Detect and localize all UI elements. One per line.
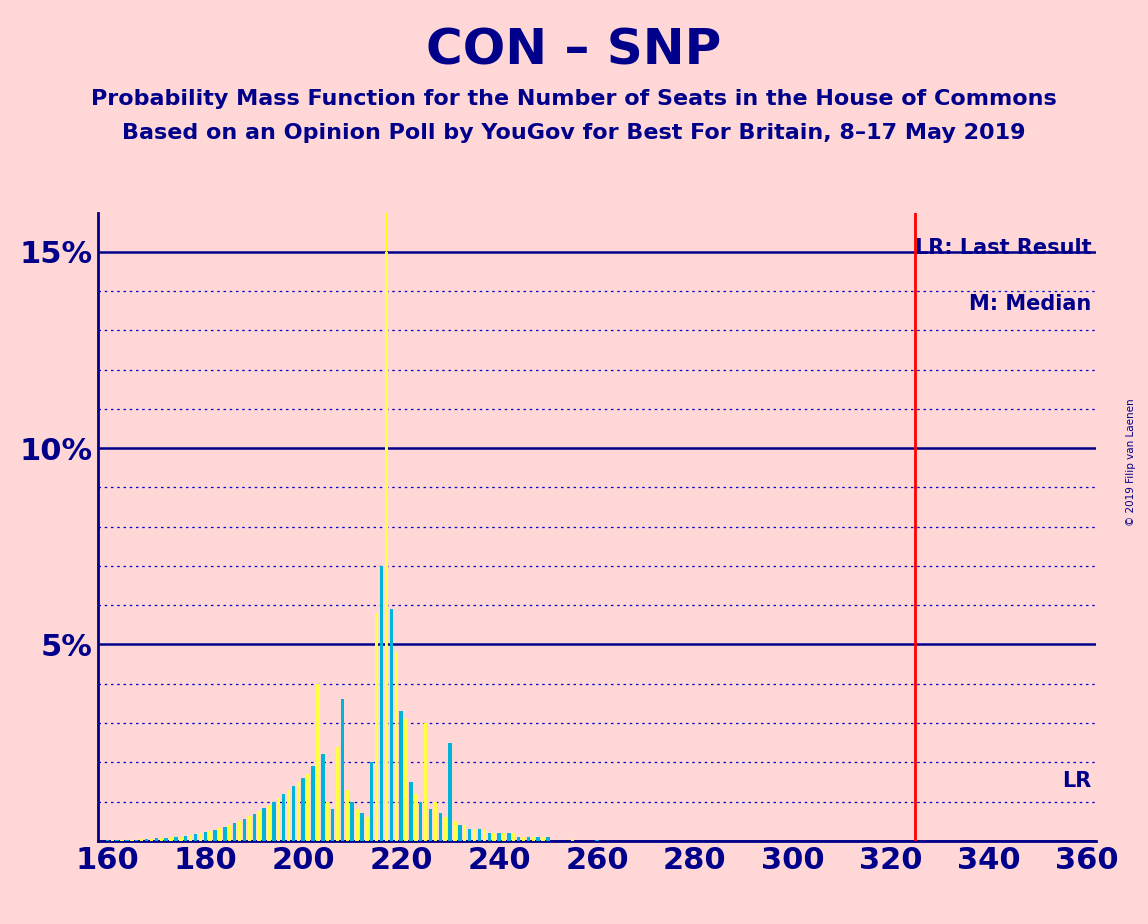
Bar — [135, 840, 139, 841]
Bar — [199, 833, 202, 841]
Text: Based on an Opinion Poll by YouGov for Best For Britain, 8–17 May 2019: Based on an Opinion Poll by YouGov for B… — [122, 123, 1026, 143]
Bar — [218, 828, 222, 841]
Bar — [164, 838, 168, 841]
Bar — [522, 837, 526, 841]
Bar — [209, 831, 212, 841]
Bar — [223, 827, 226, 841]
Bar — [242, 819, 246, 841]
Bar — [267, 805, 271, 841]
Bar — [311, 766, 315, 841]
Bar — [194, 834, 197, 841]
Bar — [482, 829, 486, 841]
Bar — [434, 801, 437, 841]
Bar — [331, 809, 334, 841]
Bar — [365, 817, 369, 841]
Bar — [149, 839, 153, 841]
Bar — [233, 823, 236, 841]
Bar — [125, 840, 129, 841]
Bar — [473, 829, 476, 841]
Bar — [184, 835, 187, 841]
Bar — [512, 833, 515, 841]
Bar — [546, 837, 550, 841]
Bar — [502, 833, 505, 841]
Bar — [155, 838, 158, 841]
Bar — [395, 652, 398, 841]
Bar — [272, 801, 276, 841]
Bar — [214, 830, 217, 841]
Bar — [429, 809, 432, 841]
Bar — [419, 801, 422, 841]
Text: LR: LR — [1062, 771, 1092, 791]
Bar — [145, 839, 148, 841]
Bar — [350, 801, 354, 841]
Bar — [542, 837, 545, 841]
Bar — [179, 836, 183, 841]
Bar — [424, 723, 427, 841]
Bar — [439, 813, 442, 841]
Bar — [492, 833, 496, 841]
Bar — [536, 837, 540, 841]
Bar — [571, 839, 574, 841]
Bar — [409, 782, 412, 841]
Bar — [160, 838, 163, 841]
Bar — [321, 754, 325, 841]
Bar — [356, 809, 359, 841]
Bar — [385, 251, 388, 841]
Text: LR: Last Result: LR: Last Result — [915, 237, 1092, 258]
Text: © 2019 Filip van Laenen: © 2019 Filip van Laenen — [1126, 398, 1135, 526]
Bar — [169, 837, 172, 841]
Bar — [253, 814, 256, 841]
Bar — [478, 829, 481, 841]
Bar — [189, 835, 193, 841]
Bar — [488, 833, 491, 841]
Bar — [400, 711, 403, 841]
Bar — [174, 837, 178, 841]
Bar — [287, 790, 290, 841]
Bar — [203, 833, 207, 841]
Bar — [497, 833, 501, 841]
Bar — [238, 821, 241, 841]
Bar — [257, 811, 261, 841]
Bar — [292, 785, 295, 841]
Bar — [360, 813, 364, 841]
Bar — [263, 808, 265, 841]
Text: Probability Mass Function for the Number of Seats in the House of Commons: Probability Mass Function for the Number… — [91, 89, 1057, 109]
Bar — [468, 829, 472, 841]
Bar — [463, 825, 466, 841]
Bar — [130, 840, 133, 841]
Bar — [380, 565, 383, 841]
Bar — [458, 825, 461, 841]
Bar — [335, 747, 339, 841]
Bar — [228, 825, 232, 841]
Bar — [326, 801, 329, 841]
Text: CON – SNP: CON – SNP — [426, 27, 722, 75]
Bar — [307, 774, 310, 841]
Bar — [449, 743, 452, 841]
Bar — [248, 817, 251, 841]
Bar — [140, 839, 144, 841]
Text: M: Median: M: Median — [969, 294, 1092, 314]
Bar — [282, 794, 286, 841]
Bar — [414, 794, 418, 841]
Bar — [507, 833, 511, 841]
Bar — [346, 790, 349, 841]
Bar — [316, 684, 319, 841]
Bar — [532, 837, 535, 841]
Bar — [389, 609, 393, 841]
Bar — [404, 719, 408, 841]
Bar — [527, 837, 530, 841]
Bar — [375, 614, 379, 841]
Bar — [370, 762, 373, 841]
Bar — [341, 699, 344, 841]
Bar — [596, 840, 598, 841]
Bar — [302, 778, 305, 841]
Bar — [517, 837, 520, 841]
Bar — [277, 797, 280, 841]
Bar — [453, 821, 457, 841]
Bar — [443, 817, 447, 841]
Bar — [296, 782, 300, 841]
